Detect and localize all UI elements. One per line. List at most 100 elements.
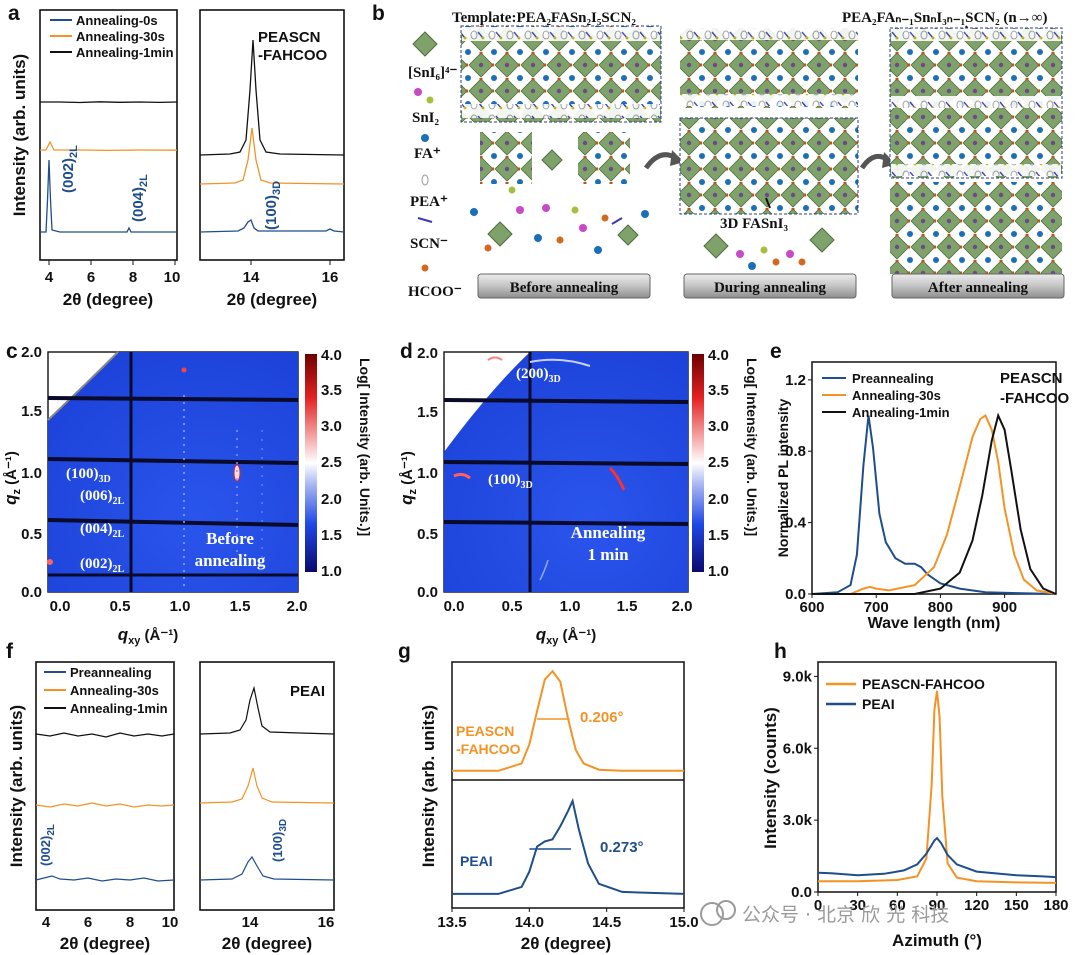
panel-c-xtick-2: 1.0	[170, 598, 191, 615]
panel-g-fwhm-1: 0.206°	[580, 709, 624, 726]
panel-a-trace-black-left	[40, 101, 178, 104]
panel-e-series-annealing-1min	[812, 412, 1057, 595]
panel-h-ytick-6.0k: 6.0k	[783, 740, 813, 757]
panel-f-trace-black-left	[35, 732, 175, 738]
panel-d-cbar-3.0: 3.0	[708, 418, 729, 435]
panel-b-legend-pea: PEA⁺	[410, 194, 448, 210]
panel-d-ytick-2: 1.0	[417, 465, 438, 482]
panel-d-xlabel: qxy (Å⁻¹)	[536, 625, 597, 647]
panel-e-series-annealing-30s	[812, 413, 1057, 595]
panel-e-ytick-0.4: 0.4	[785, 515, 807, 532]
panel-c-cbar-1.0: 1.0	[321, 563, 342, 580]
panel-b-legend-hcoo: HCOO⁻	[408, 284, 462, 300]
panel-g-label-peascn-2: -FAHCOO	[456, 741, 521, 757]
panel-f-xlabel-left: 2θ (degree)	[60, 934, 150, 953]
panel-h-xtick-180: 180	[1043, 897, 1068, 914]
panel-c-ytick-4: 2.0	[21, 344, 42, 361]
panel-f-trace-navy-left	[35, 875, 175, 882]
panel-a-trace-orange-right	[199, 127, 345, 185]
panel-d-cbar-4.0: 4.0	[708, 347, 729, 364]
panel-c-ytick-2: 1.0	[21, 465, 42, 482]
panel-c-xtick-0: 0.0	[50, 598, 71, 615]
panel-h-xtick-90: 90	[929, 897, 946, 914]
legend-label-0s: Annealing-0s	[76, 13, 158, 28]
stage-label-during: During annealing	[714, 280, 827, 296]
panel-g-xtick-14.0: 14.0	[515, 914, 544, 931]
panel-label-g: g	[398, 640, 411, 663]
panel-a-xtick-14: 14	[243, 269, 260, 286]
panel-d-xtick-3: 1.5	[617, 598, 638, 615]
panel-d-gisaxs-image	[444, 352, 688, 592]
panel-f-trace-orange-left	[35, 802, 175, 808]
panel-g-fwhm-2: 0.273°	[600, 839, 644, 856]
panel-e-ytick-0.0: 0.0	[785, 586, 806, 603]
wechat-icon	[700, 902, 724, 926]
panel-c-xtick-4: 2.0	[287, 598, 308, 615]
panel-g-xtick-13.5: 13.5	[437, 914, 466, 931]
panel-c-xtick-3: 1.5	[230, 598, 251, 615]
panel-c-gisaxs-image	[48, 352, 298, 592]
panel-c-cbar-3.0: 3.0	[321, 418, 342, 435]
stage-label-after: After annealing	[928, 280, 1029, 296]
panel-e-frame	[811, 361, 1057, 595]
panel-a-trace-navy-right	[199, 219, 345, 233]
hcoo-icon	[421, 264, 429, 272]
panel-c-label-002: (002)2L	[80, 556, 125, 575]
panel-e-xlabel: Wave length (nm)	[868, 615, 1001, 632]
panel-a-xtick-6: 6	[87, 269, 95, 286]
panel-h-xtick-0: 0	[814, 897, 822, 914]
legend-label-30s: Annealing-30s	[76, 29, 165, 44]
panel-d-xtick-2: 1.0	[560, 598, 581, 615]
panel-a-ann-004: (004)2L	[130, 174, 150, 222]
panel-g-series-1	[452, 797, 685, 895]
panel-a-xtick-10: 10	[164, 269, 181, 286]
stage-pill-after	[891, 273, 1065, 299]
stage-label-before: Before annealing	[510, 280, 619, 296]
panel-h-series-peai	[817, 836, 1057, 879]
panel-a-xtick-8: 8	[129, 269, 137, 286]
panel-c-label-004: (004)2L	[80, 521, 125, 540]
panel-b-3d-crystal	[679, 117, 859, 215]
panel-d-ytick-0: 0.0	[417, 584, 438, 601]
panel-label-h: h	[774, 640, 787, 663]
legend-label-f-30s: Annealing-30s	[70, 683, 159, 698]
panel-h-ytick-0.0: 0.0	[791, 884, 812, 901]
panel-h-xtick-120: 120	[964, 897, 989, 914]
legend-label-f-preannealing: Preannealing	[70, 665, 152, 680]
panel-label-b: b	[372, 2, 385, 25]
panel-h-series-peascn-fahcoo	[818, 690, 1057, 884]
panel-a-xlabel-right: 2θ (degree)	[227, 290, 317, 309]
panel-c-note-2: annealing	[195, 551, 266, 570]
panel-f-xtick-8: 8	[126, 914, 134, 931]
panel-c-ytick-0: 0.0	[21, 584, 42, 601]
panel-b-legend-fa: FA⁺	[414, 146, 441, 162]
panel-d-label-200: (200)3D	[516, 366, 561, 385]
panel-c: (100)3D (006)2L (004)2L (002)2L Before a…	[1, 344, 373, 647]
panel-e-ytick-0.8: 0.8	[785, 443, 806, 460]
panel-c-xlabel: qxy (Å⁻¹)	[118, 625, 179, 647]
panel-a-right-title-1: PEASCN	[258, 29, 321, 46]
panel-a-ann-100: (100)3D	[263, 181, 283, 230]
panel-a-right-title-2: -FAHCOO	[258, 47, 327, 64]
panel-e-ytick-1.2: 1.2	[785, 372, 806, 389]
panel-a-right-frame	[199, 9, 345, 261]
panel-g-xtick-15.0: 15.0	[669, 914, 698, 931]
panel-h-ytick-9.0k: 9.0k	[783, 668, 813, 685]
panel-g-label-peascn-1: PEASCN	[456, 723, 514, 739]
panel-e-series-preannealing	[811, 415, 1057, 595]
panel-e-xtick-700: 700	[864, 599, 889, 616]
panel-e-xtick-800: 800	[928, 599, 953, 616]
panel-f: Preannealing Annealing-30s Annealing-1mi…	[7, 661, 335, 953]
panel-e-title-2: -FAHCOO	[1000, 390, 1069, 407]
panel-c-cbar-3.5: 3.5	[321, 382, 342, 399]
panel-d-ytick-1: 0.5	[417, 526, 438, 543]
panel-e-title-1: PEASCN	[1000, 370, 1063, 387]
panel-g-ylabel: Intensity (arb. units)	[419, 705, 438, 867]
panel-c-cbar-1.5: 1.5	[321, 527, 342, 544]
panel-b-legend-scn: SCN⁻	[410, 236, 448, 252]
panel-g-series-0	[452, 669, 684, 772]
panel-e-xtick-900: 900	[992, 599, 1017, 616]
panel-b-fragment-2	[578, 132, 630, 184]
panel-c-xtick-1: 0.5	[110, 598, 131, 615]
